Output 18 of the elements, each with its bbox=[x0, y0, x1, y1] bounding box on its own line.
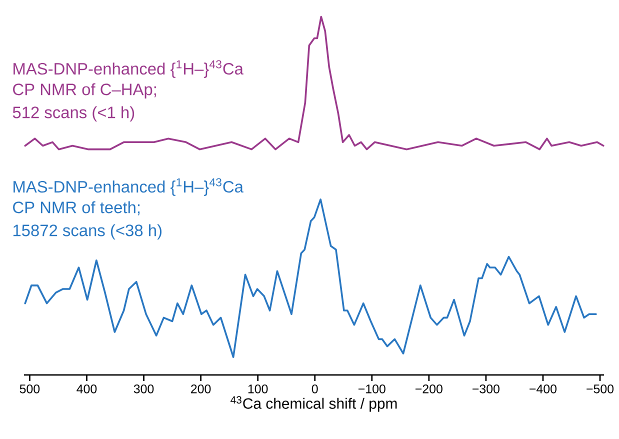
annotation: 15872 scans (<38 h) bbox=[13, 224, 162, 240]
annotation: MAS-DNP-enhanced {$^{1}$H–}$^{43}$Ca bbox=[14, 178, 244, 196]
x-tick-label: −100 bbox=[358, 384, 386, 394]
annotation: 512 scans (<1 h) bbox=[12, 106, 134, 122]
x-tick-label: −300 bbox=[472, 384, 500, 394]
x-axis-title: $^{43}$Ca chemical shift / ppm bbox=[230, 396, 397, 412]
x-tick-label: 500 bbox=[20, 384, 40, 394]
annotation: MAS-DNP-enhanced {$^{1}$H–}$^{43}$Ca bbox=[14, 60, 244, 78]
x-tick-label: 100 bbox=[248, 384, 268, 394]
x-tick-label: 400 bbox=[76, 384, 97, 394]
x-tick-label: −500 bbox=[586, 384, 614, 394]
x-tick-label: 0 bbox=[312, 384, 318, 394]
annotation: CP NMR of teeth; bbox=[13, 201, 140, 216]
x-tick-label: −200 bbox=[416, 384, 442, 394]
x-tick-label: 200 bbox=[191, 384, 211, 394]
x-tick-label: −400 bbox=[530, 384, 557, 394]
annotation: CP NMR of C–HAp; bbox=[13, 83, 156, 98]
x-tick-label: 300 bbox=[134, 384, 154, 394]
